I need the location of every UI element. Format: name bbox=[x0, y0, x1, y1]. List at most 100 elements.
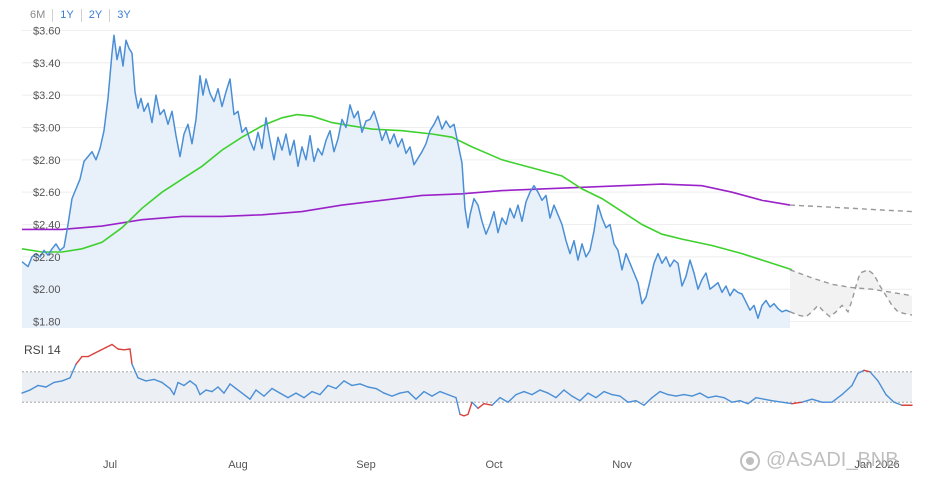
y-tick-label: $2.40 bbox=[33, 220, 61, 232]
rsi-segment bbox=[463, 413, 469, 417]
rsi-segment bbox=[383, 392, 393, 397]
rsi-segment bbox=[491, 396, 501, 406]
rsi-segment bbox=[99, 346, 107, 352]
rsi-segment bbox=[739, 399, 749, 405]
rsi-segment bbox=[145, 378, 155, 382]
rsi-segment bbox=[263, 387, 273, 397]
y-tick-label: $3.40 bbox=[33, 58, 61, 70]
x-tick-label: Nov bbox=[612, 459, 632, 471]
rsi-segment bbox=[831, 393, 843, 403]
rsi-segment bbox=[563, 389, 573, 397]
rsi-segment bbox=[781, 401, 793, 405]
rsi-segment bbox=[747, 396, 757, 405]
rsi-segment bbox=[53, 380, 63, 384]
rsi-segment bbox=[723, 396, 733, 403]
watermark-logo-icon bbox=[740, 450, 760, 471]
rsi-segment bbox=[893, 401, 903, 406]
rsi-segment bbox=[841, 384, 853, 396]
range-3y-button[interactable]: 3Y bbox=[117, 9, 131, 21]
rsi-segment bbox=[857, 369, 865, 375]
rsi-segment bbox=[459, 413, 465, 417]
rsi-segment bbox=[229, 383, 237, 390]
rsi-segment bbox=[117, 348, 125, 351]
rsi-segment bbox=[467, 401, 473, 416]
rsi-segment bbox=[675, 393, 685, 397]
rsi-segment bbox=[223, 383, 231, 394]
y-tick-label: $2.60 bbox=[33, 187, 61, 199]
range-2y-button[interactable]: 2Y bbox=[82, 9, 111, 22]
forecast-band bbox=[790, 269, 912, 317]
rsi-segment bbox=[603, 390, 613, 396]
y-tick-label: $2.20 bbox=[33, 252, 61, 264]
rsi-segment bbox=[69, 363, 77, 379]
rsi-segment bbox=[579, 392, 589, 402]
rsi-segment bbox=[439, 390, 449, 396]
x-tick-label: Jul bbox=[103, 459, 117, 471]
rsi-segment bbox=[105, 343, 113, 349]
rsi-segment bbox=[619, 395, 629, 403]
y-tick-label: $1.80 bbox=[33, 317, 61, 329]
rsi-segment bbox=[87, 352, 95, 358]
rsi-segment bbox=[137, 377, 147, 382]
rsi-segment bbox=[111, 343, 119, 350]
rsi-segment bbox=[531, 389, 541, 396]
rsi-segment bbox=[279, 392, 289, 399]
rsi-segment bbox=[555, 389, 565, 399]
ma-fast-line bbox=[21, 113, 793, 271]
rsi-segment bbox=[319, 384, 329, 396]
watermark-text: @ASADI_BNB bbox=[766, 449, 899, 471]
rsi-segment bbox=[699, 392, 709, 399]
rsi-segment bbox=[811, 398, 823, 403]
rsi-segment bbox=[547, 392, 557, 399]
range-selector: 6M 1Y 2Y 3Y bbox=[30, 9, 138, 22]
rsi-segment bbox=[29, 384, 39, 391]
rsi-segment bbox=[667, 393, 677, 397]
y-tick-label: $2.80 bbox=[33, 155, 61, 167]
rsi-segment bbox=[863, 369, 871, 373]
rsi-segment bbox=[471, 401, 479, 409]
rsi-segment bbox=[183, 380, 191, 387]
rsi-segment bbox=[851, 372, 859, 387]
x-tick-label: Aug bbox=[228, 459, 248, 471]
rsi-segment bbox=[327, 384, 337, 390]
rsi-segment bbox=[731, 399, 741, 403]
rsi-segment bbox=[173, 381, 179, 396]
rsi-segment bbox=[375, 387, 385, 394]
rsi-segment bbox=[523, 390, 533, 396]
rsi-segment bbox=[37, 384, 47, 388]
forecast-price-line bbox=[789, 268, 913, 318]
range-6m-button[interactable]: 6M bbox=[30, 9, 54, 22]
x-tick-label: Sep bbox=[356, 459, 376, 471]
rsi-segment bbox=[93, 349, 101, 355]
rsi-segment bbox=[199, 389, 207, 396]
y-tick-label: $3.20 bbox=[33, 90, 61, 102]
rsi-segment bbox=[255, 389, 265, 397]
rsi-segment bbox=[651, 390, 661, 399]
rsi-segment bbox=[539, 389, 549, 394]
rsi-segment bbox=[195, 384, 201, 396]
rsi-segment bbox=[241, 392, 251, 400]
rsi-segment bbox=[359, 383, 369, 388]
rsi-segment bbox=[587, 392, 597, 399]
rsi-segment bbox=[771, 399, 783, 403]
rsi-segment bbox=[885, 393, 895, 403]
rsi-segment bbox=[21, 389, 31, 394]
rsi-segment bbox=[791, 401, 803, 405]
range-1y-button[interactable]: 1Y bbox=[53, 9, 82, 22]
rsi-segment bbox=[635, 399, 645, 406]
rsi-segment bbox=[295, 392, 305, 399]
rsi-segment bbox=[763, 398, 773, 402]
rsi-segment bbox=[131, 363, 139, 379]
rsi-segment bbox=[455, 396, 461, 416]
rsi-label: RSI 14 bbox=[24, 343, 61, 357]
rsi-segment bbox=[367, 386, 377, 390]
rsi-segment bbox=[595, 390, 605, 399]
rsi-segment bbox=[515, 390, 525, 396]
price-line bbox=[21, 34, 791, 320]
rsi-segment bbox=[611, 393, 621, 397]
rsi-segment bbox=[477, 403, 485, 409]
rsi-segment bbox=[303, 390, 313, 399]
rsi-segment bbox=[877, 380, 887, 396]
rsi-segment bbox=[407, 390, 417, 400]
